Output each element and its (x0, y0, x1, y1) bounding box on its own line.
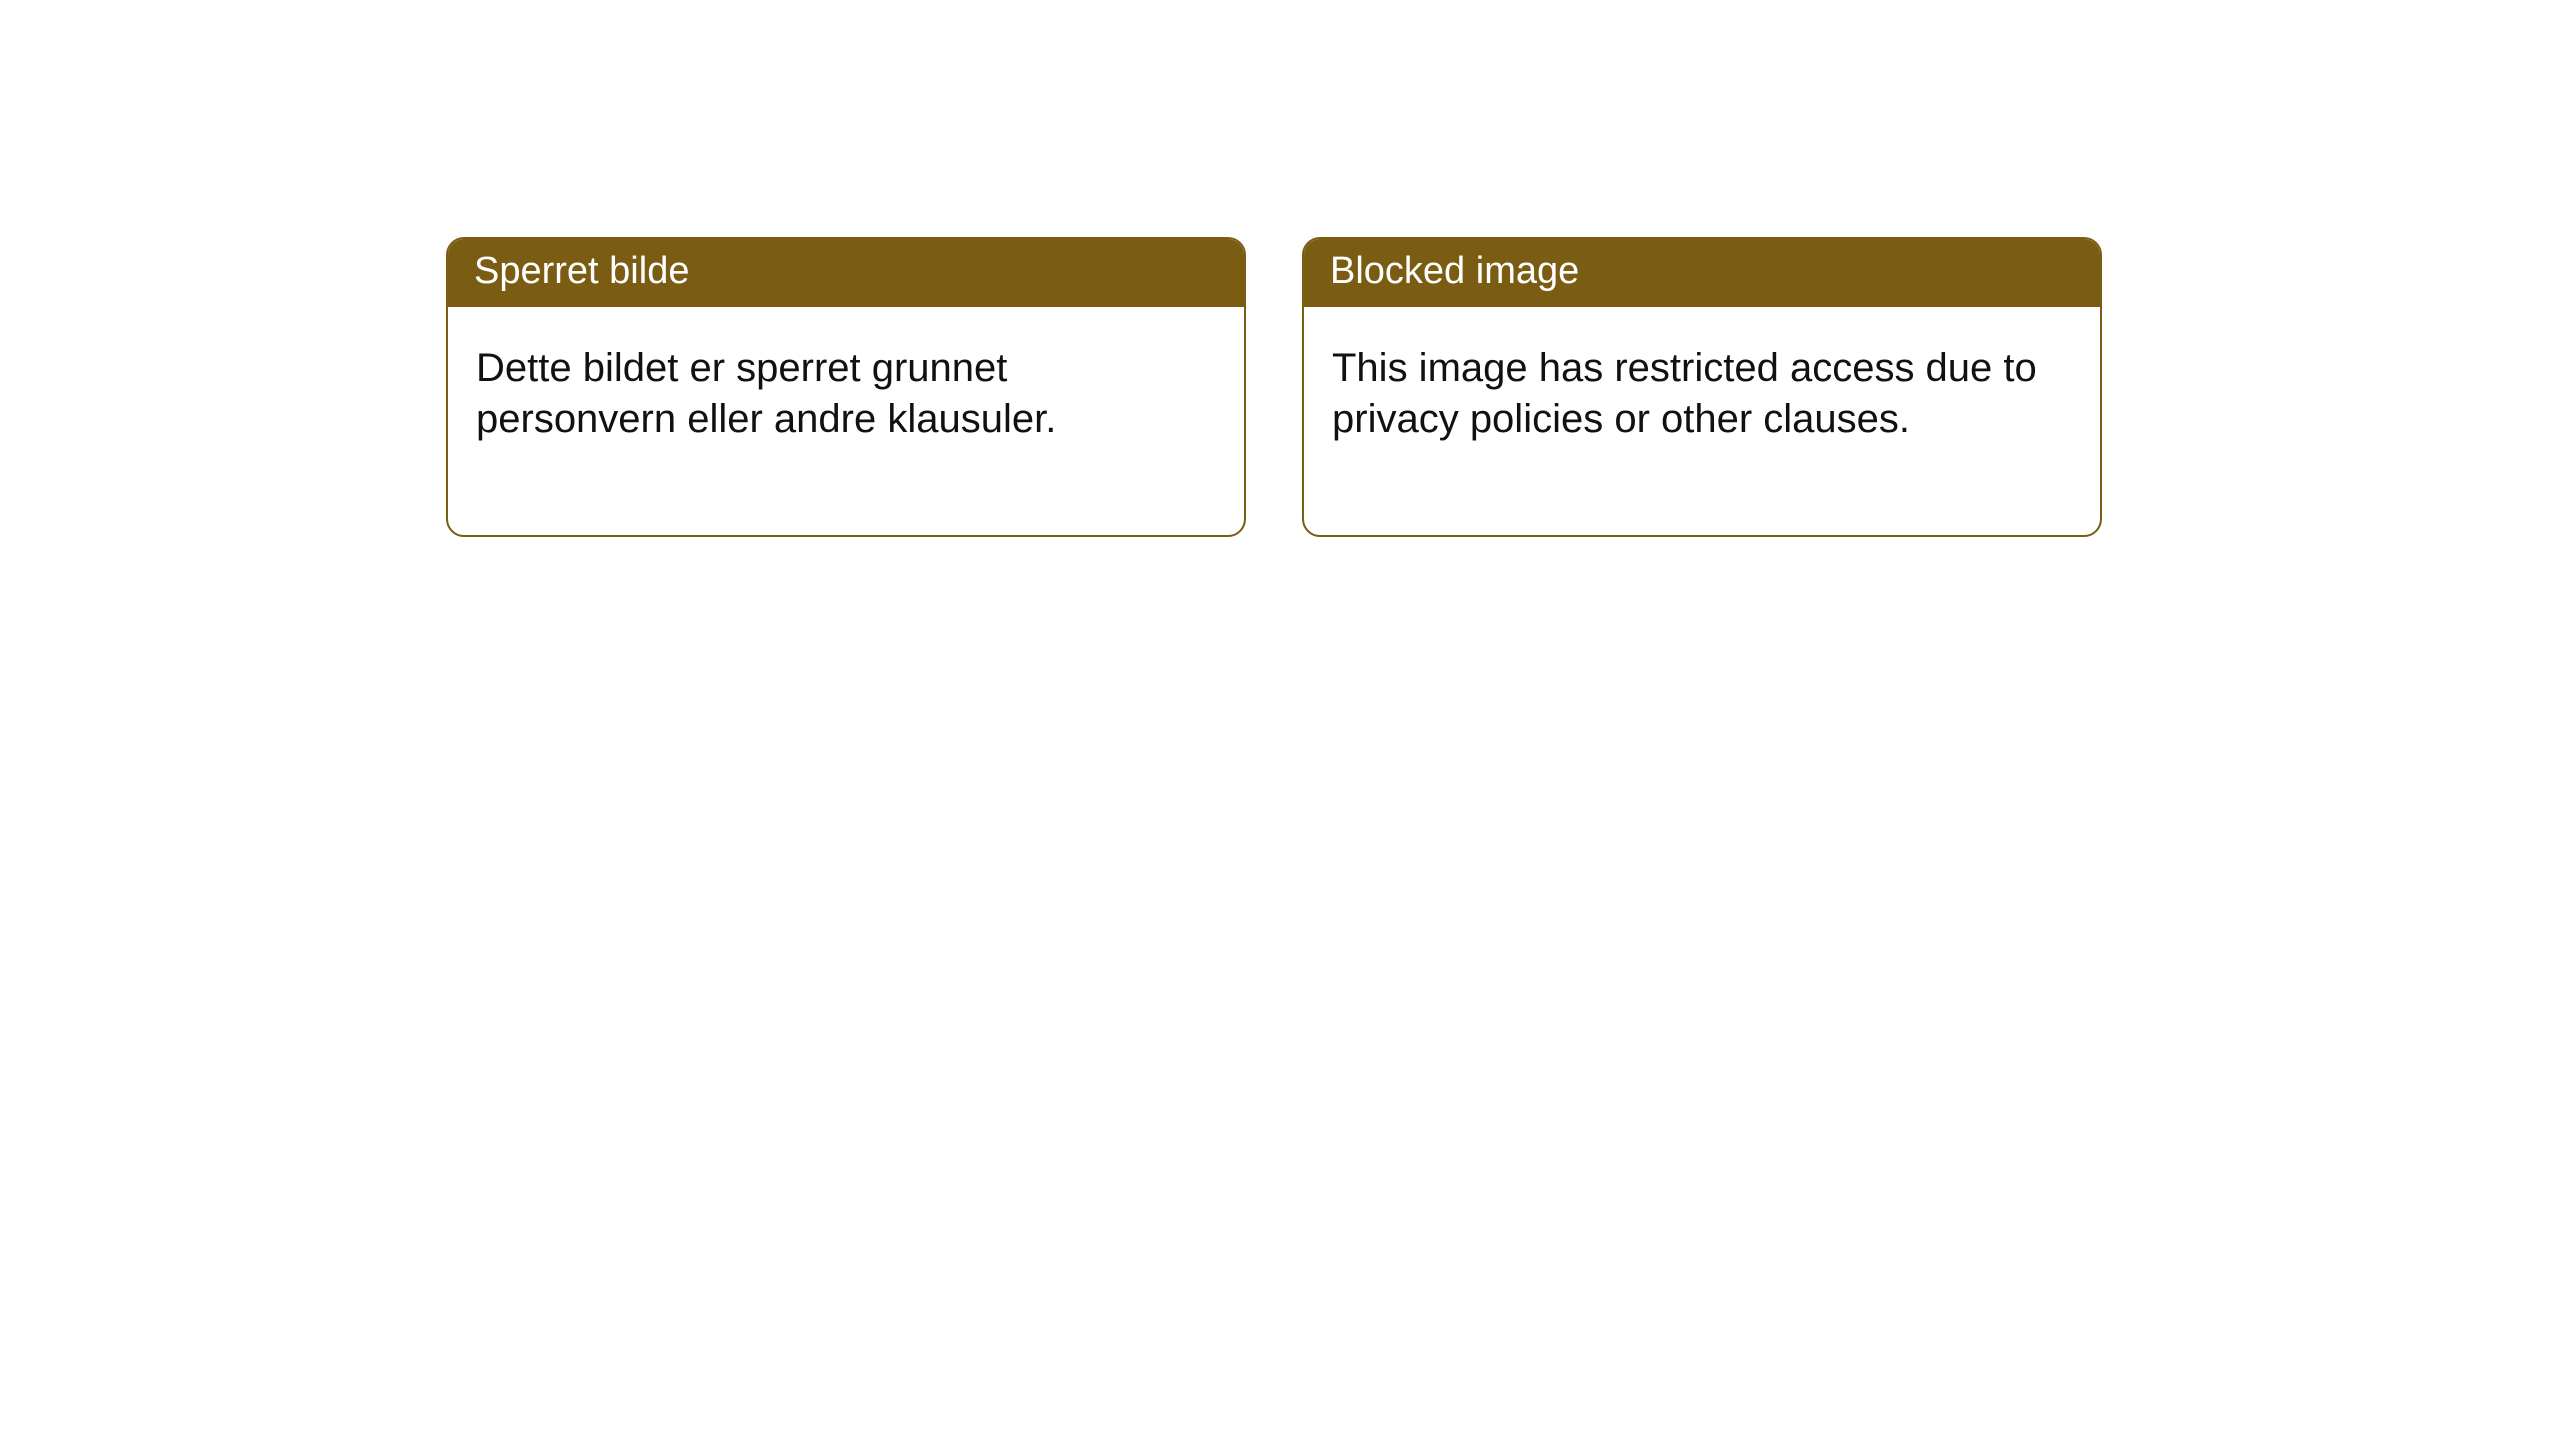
notice-title: Blocked image (1304, 239, 2100, 307)
notice-card-english: Blocked image This image has restricted … (1302, 237, 2102, 537)
notice-card-norwegian: Sperret bilde Dette bildet er sperret gr… (446, 237, 1246, 537)
notice-title: Sperret bilde (448, 239, 1244, 307)
notice-body: Dette bildet er sperret grunnet personve… (448, 307, 1244, 535)
notice-container: Sperret bilde Dette bildet er sperret gr… (0, 0, 2560, 537)
notice-body: This image has restricted access due to … (1304, 307, 2100, 535)
